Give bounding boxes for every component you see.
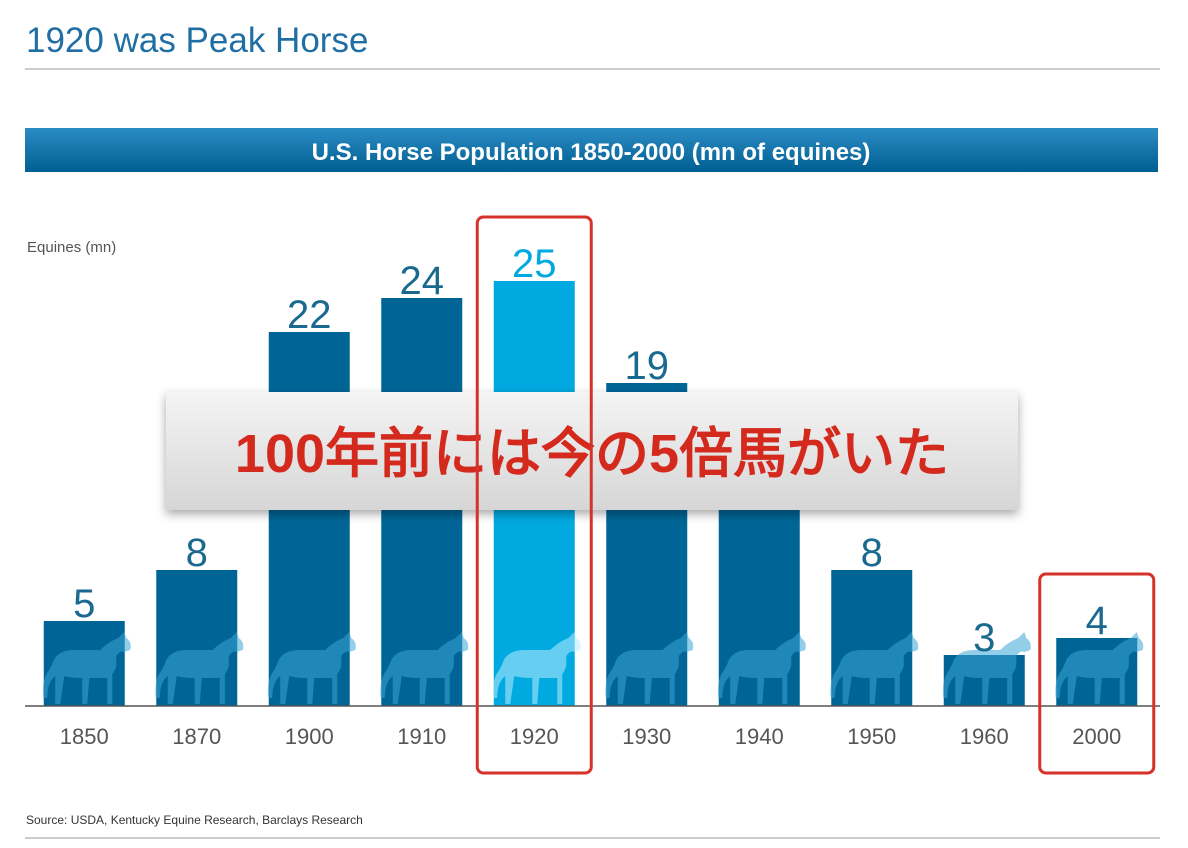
horse-icon [830,632,919,704]
x-tick-label: 1920 [510,724,559,749]
value-label: 25 [512,242,557,286]
x-tick-label: 1960 [960,724,1009,749]
highlight-box [475,215,593,775]
title-bar [25,128,1158,172]
x-tick-label: 1870 [172,724,221,749]
x-tick-label: 1950 [847,724,896,749]
value-label: 8 [186,531,208,575]
x-tick-label: 2000 [1072,724,1121,749]
chart-title: U.S. Horse Population 1850-2000 (mn of e… [312,139,871,166]
x-tick-label: 1900 [285,724,334,749]
horse-icon [155,632,244,704]
horse-icon [1055,632,1144,704]
source: Source: USDA, Kentucky Equine Research, … [26,813,363,827]
horse-icon [605,632,694,704]
page-title: 1920 was Peak Horse [26,21,368,60]
value-label: 3 [973,616,995,660]
horse-icon [942,632,1031,704]
highlights [475,215,1156,775]
x-tick-label: 1930 [622,724,671,749]
plot: 5185081870221900241910251920191930141940… [42,242,1144,749]
horse-icon [267,632,356,704]
horse-icon [492,632,581,704]
value-label: 24 [400,259,445,303]
value-label: 4 [1086,599,1108,643]
value-label: 22 [287,293,332,337]
horse-icon [380,632,469,704]
highlight-box [1038,572,1156,775]
value-label: 8 [861,531,883,575]
horse-icon [717,632,806,704]
x-tick-label: 1910 [397,724,446,749]
x-tick-label: 1940 [735,724,784,749]
x-tick-label: 1850 [60,724,109,749]
value-label: 19 [625,344,670,388]
value-label: 5 [73,582,95,626]
y-axis-label: Equines (mn) [27,239,116,256]
horse-icon [42,632,131,704]
